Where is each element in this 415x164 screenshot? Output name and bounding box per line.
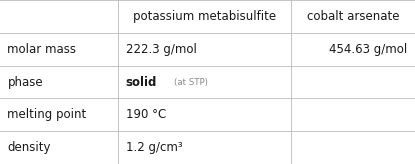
Text: 222.3 g/mol: 222.3 g/mol (126, 43, 197, 56)
Text: melting point: melting point (7, 108, 87, 121)
Text: cobalt arsenate: cobalt arsenate (307, 10, 399, 23)
Text: potassium metabisulfite: potassium metabisulfite (133, 10, 276, 23)
Text: (at STP): (at STP) (174, 78, 208, 86)
Text: 190 °C: 190 °C (126, 108, 166, 121)
Text: 1.2 g/cm³: 1.2 g/cm³ (126, 141, 182, 154)
Text: density: density (7, 141, 51, 154)
Text: 454.63 g/mol: 454.63 g/mol (329, 43, 408, 56)
Text: phase: phase (7, 75, 43, 89)
Text: molar mass: molar mass (7, 43, 76, 56)
Text: solid: solid (126, 75, 157, 89)
